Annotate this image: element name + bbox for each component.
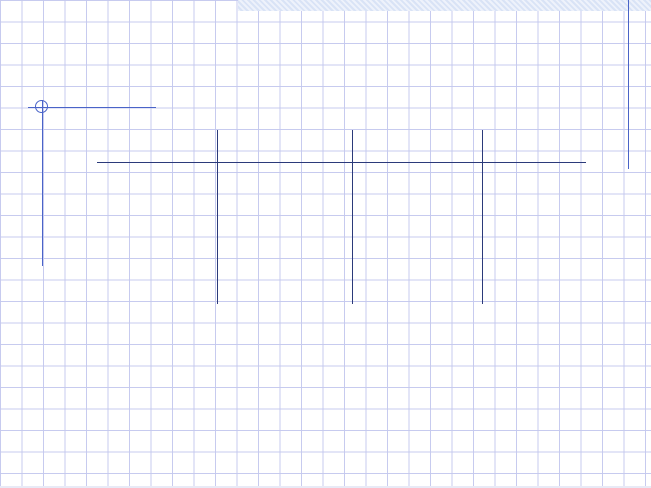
bottom-edge <box>0 486 651 488</box>
table-column-divider-1 <box>217 130 218 304</box>
table-column-divider-2 <box>352 130 353 304</box>
table-header-separator <box>97 162 586 163</box>
corner-horizontal-accent <box>28 107 156 108</box>
right-accent-rule <box>628 0 629 169</box>
crosshair-circle-icon <box>35 100 48 113</box>
table-column-divider-3 <box>482 130 483 304</box>
corner-vertical-accent <box>42 100 43 266</box>
title-band <box>238 0 651 11</box>
